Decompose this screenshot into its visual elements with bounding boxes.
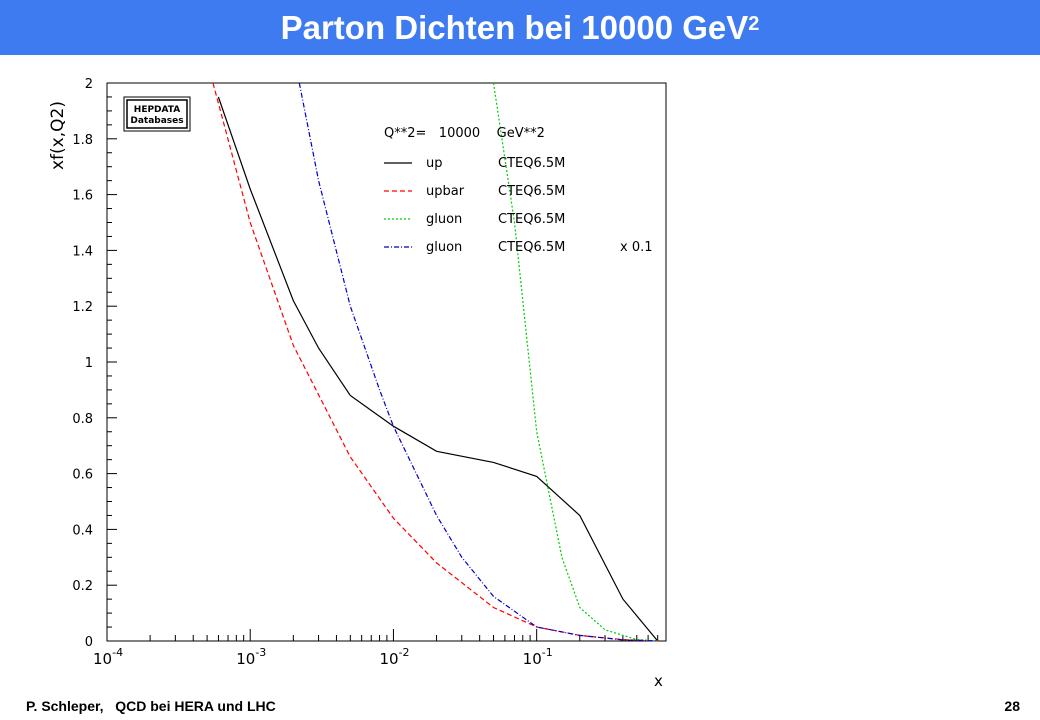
legend-series-name: upbar <box>426 184 465 199</box>
series-line-gluon <box>492 82 658 642</box>
x-tick-exponent: -3 <box>255 646 266 659</box>
x-tick-label: 10-3 <box>236 646 266 668</box>
y-tick-label: 0.2 <box>72 579 93 594</box>
x-tick-exponent: -1 <box>542 646 553 659</box>
legend-scale-note: x 0.1 <box>620 240 653 255</box>
series-line-upbar <box>212 82 658 642</box>
y-axis-label: xf(x,Q2) <box>48 101 68 170</box>
series-line-up <box>217 96 659 642</box>
y-tick-label: 1.2 <box>72 300 93 315</box>
x-tick-label: 10-4 <box>93 646 123 668</box>
legend: Q**2= 10000 GeV**2 up CTEQ6.5M upbar CTEQ6.… <box>384 126 653 255</box>
legend-pdf-set: CTEQ6.5M <box>498 240 565 255</box>
footer-author: P. Schleper, QCD bei HERA und LHC <box>26 698 276 714</box>
logo-inner-box <box>126 99 188 129</box>
logo-line-2: Databases <box>130 116 183 126</box>
x-tick-exponent: -4 <box>112 646 123 659</box>
x-axis-label: x <box>654 672 663 690</box>
y-tick-label: 0.6 <box>72 468 93 483</box>
y-tick-label: 1 <box>85 356 93 371</box>
y-tick-label: 1.8 <box>72 133 93 148</box>
y-tick-label: 2 <box>85 77 93 92</box>
x-tick-label: 10-2 <box>379 646 409 668</box>
legend-series-name: gluon <box>426 240 462 255</box>
legend-series-name: gluon <box>426 212 462 227</box>
series-layer <box>212 82 659 642</box>
x-tick-label: 10-1 <box>523 646 553 668</box>
title-superscript: 2 <box>748 13 760 35</box>
legend-entries: up CTEQ6.5M upbar CTEQ6.5M gluon CTEQ6.5M gluo… <box>384 156 653 255</box>
hepdata-logo: HEPDATA Databases <box>123 96 191 132</box>
legend-series-name: up <box>426 156 443 171</box>
x-tick-base: 10 <box>379 650 398 668</box>
legend-header: Q**2= 10000 GeV**2 <box>384 126 545 141</box>
plot-frame <box>106 82 667 642</box>
logo-line-1: HEPDATA <box>134 105 180 115</box>
page-number: 28 <box>1004 698 1020 714</box>
axis-ticks <box>106 82 667 642</box>
slide-title: Parton Dichten bei 10000 GeV2 <box>0 8 1040 48</box>
title-text: Parton Dichten bei 10000 GeV <box>280 9 749 46</box>
legend-pdf-set: CTEQ6.5M <box>498 156 565 171</box>
x-tick-base: 10 <box>523 650 542 668</box>
legend-pdf-set: CTEQ6.5M <box>498 212 565 227</box>
legend-pdf-set: CTEQ6.5M <box>498 184 565 199</box>
x-tick-base: 10 <box>236 650 255 668</box>
x-tick-exponent: -2 <box>399 646 410 659</box>
y-tick-label: 0 <box>85 635 93 650</box>
x-tick-base: 10 <box>93 650 112 668</box>
logo-outer-box <box>123 96 191 132</box>
y-tick-label: 1.6 <box>72 189 93 204</box>
y-tick-label: 1.4 <box>72 244 93 259</box>
axes-frame <box>106 82 667 642</box>
y-tick-label: 0.8 <box>72 412 93 427</box>
y-tick-label: 0.4 <box>72 523 93 538</box>
series-line-gluon-x-0-1 <box>298 82 658 642</box>
title-bar <box>0 0 1040 55</box>
